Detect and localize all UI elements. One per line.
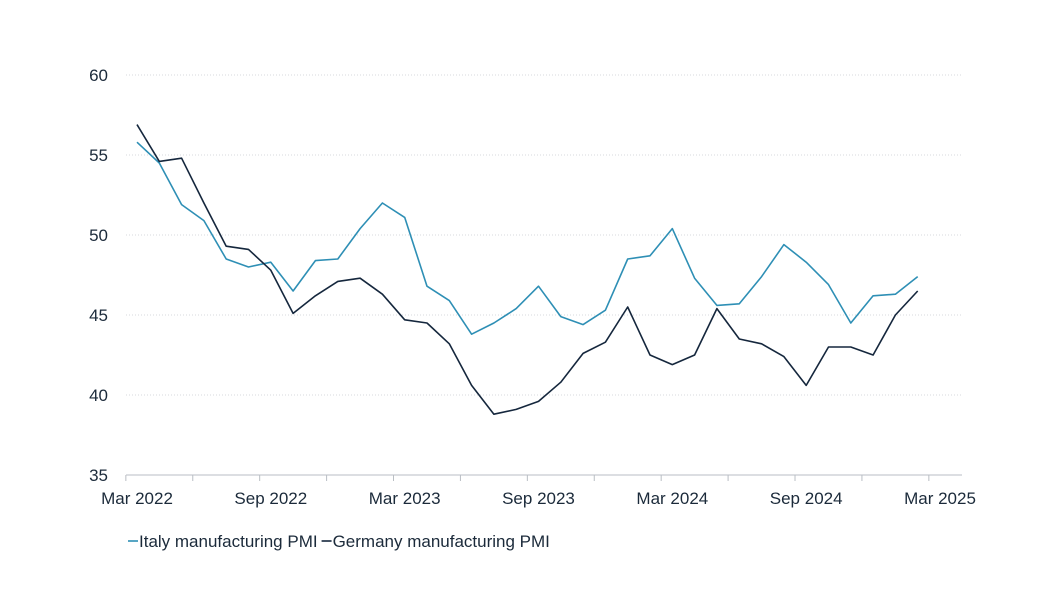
x-tick-label: Sep 2024	[770, 489, 843, 508]
x-tick-label: Mar 2022	[101, 489, 173, 508]
y-tick-label-60: 60	[89, 66, 108, 85]
legend-label: Italy manufacturing PMI	[139, 532, 318, 551]
x-tick-label: Sep 2023	[502, 489, 575, 508]
grid-lines	[126, 74, 962, 396]
y-tick-label-45: 45	[89, 306, 108, 325]
y-axis-labels: 35 40 45 50 55 60	[89, 66, 108, 485]
x-tick-label: Mar 2024	[636, 489, 708, 508]
y-tick-label-50: 50	[89, 226, 108, 245]
x-tick-label: Sep 2022	[234, 489, 307, 508]
x-axis	[125, 474, 962, 481]
x-axis-labels: Mar 2022 Sep 2022 Mar 2023 Sep 2023 Mar 2024…	[101, 489, 976, 508]
y-tick-label-40: 40	[89, 386, 108, 405]
series-lines	[136, 124, 919, 416]
legend-item-italy: Italy manufacturing PMI	[128, 532, 318, 551]
y-tick-label-35: 35	[89, 466, 108, 485]
x-tick-label: Mar 2023	[369, 489, 441, 508]
y-tick-label-55: 55	[89, 146, 108, 165]
x-tick-label: Mar 2025	[904, 489, 976, 508]
series-line-italy	[136, 141, 919, 336]
legend-label: Germany manufacturing PMI	[333, 532, 550, 551]
legend: Italy manufacturing PMI Germany manufactu…	[128, 532, 550, 551]
legend-item-germany: Germany manufacturing PMI	[321, 532, 550, 551]
series-line-germany	[136, 124, 919, 416]
